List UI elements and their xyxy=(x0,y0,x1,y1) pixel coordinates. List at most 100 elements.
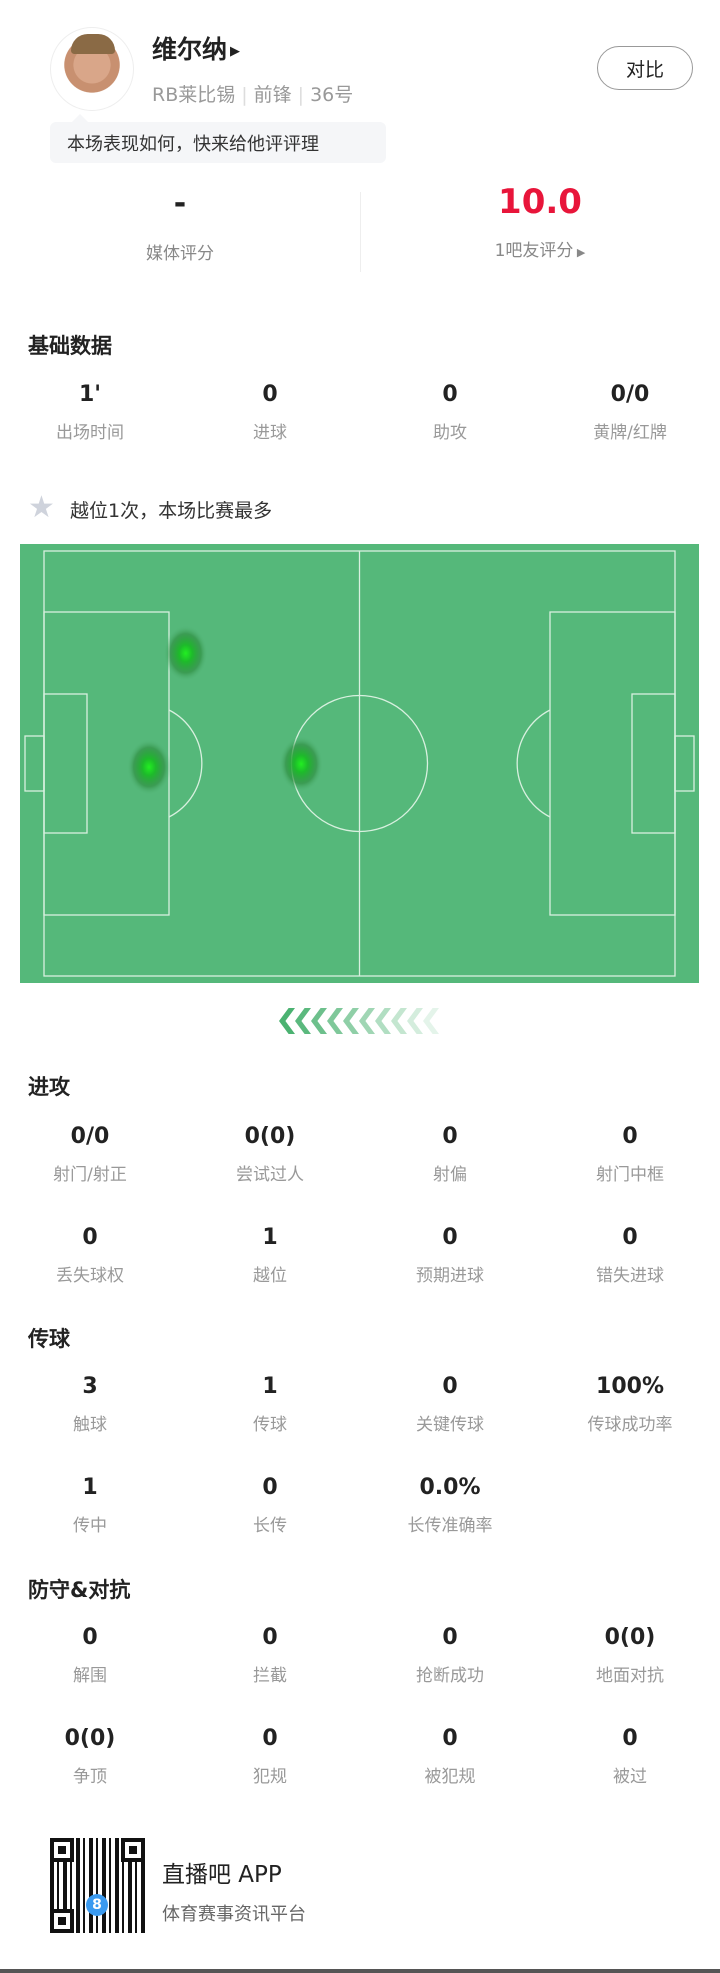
attack-stats: 0/0 射门/射正 0(0) 尝试过人 0 射偏 0 射门中框 0 丢失球权 1 越位 0 预期进球 0 错失… xyxy=(0,1124,720,1286)
scroll-indicator xyxy=(279,1008,439,1034)
compare-button[interactable]: 对比 xyxy=(597,46,693,90)
stat-item: 0(0) 地面对抗 xyxy=(540,1625,720,1686)
stat-value: 1' xyxy=(78,382,102,407)
stat-label: 传球成功率 xyxy=(587,1415,673,1435)
stat-item: 0 解围 xyxy=(0,1625,180,1686)
section-basic-title: 基础数据 xyxy=(28,334,112,358)
stat-item: 0(0) 争顶 xyxy=(0,1726,180,1787)
stat-label: 关键传球 xyxy=(416,1415,484,1435)
stat-value: 0 xyxy=(442,1726,458,1751)
chevron-left-icon xyxy=(327,1008,343,1034)
stat-item: 0 关键传球 xyxy=(360,1374,540,1435)
stat-item: 0.0% 长传准确率 xyxy=(360,1475,540,1536)
stat-item: 0 犯规 xyxy=(180,1726,360,1787)
stat-item: 0/0 射门/射正 xyxy=(0,1124,180,1185)
stat-label: 争顶 xyxy=(73,1767,107,1787)
stat-value: 0(0) xyxy=(64,1726,116,1751)
stat-label: 抢断成功 xyxy=(416,1666,484,1686)
stat-item: 1 越位 xyxy=(180,1225,360,1286)
stat-item: 0 射偏 xyxy=(360,1124,540,1185)
pitch-lines xyxy=(24,550,695,977)
chevron-left-icon xyxy=(343,1008,359,1034)
stat-item: 100% 传球成功率 xyxy=(540,1374,720,1435)
stat-value: 1 xyxy=(262,1225,278,1250)
qr-code[interactable]: 8 xyxy=(50,1838,145,1933)
rating-prompt[interactable]: 本场表现如何，快来给他评评理 xyxy=(50,114,386,163)
stat-label: 黄牌/红牌 xyxy=(593,423,667,443)
play-arrow-icon: ▶ xyxy=(573,246,586,259)
stat-value: 0 xyxy=(622,1225,638,1250)
stat-item: 0 抢断成功 xyxy=(360,1625,540,1686)
stat-value: 0 xyxy=(442,382,458,407)
stat-value: 0 xyxy=(622,1124,638,1149)
stat-item: 0 错失进球 xyxy=(540,1225,720,1286)
app-slogan: 体育赛事资讯平台 xyxy=(162,1904,306,1925)
stat-label: 出场时间 xyxy=(56,423,124,443)
stat-label: 越位 xyxy=(253,1266,287,1286)
stat-item: 0 射门中框 xyxy=(540,1124,720,1185)
stat-label: 错失进球 xyxy=(596,1266,664,1286)
stat-label: 地面对抗 xyxy=(596,1666,664,1686)
stat-value: 0 xyxy=(442,1625,458,1650)
stat-label: 尝试过人 xyxy=(236,1165,304,1185)
stat-label: 解围 xyxy=(73,1666,107,1686)
heat-point xyxy=(127,739,172,796)
chevron-left-icon xyxy=(359,1008,375,1034)
heat-point xyxy=(163,625,208,682)
chevron-left-icon xyxy=(375,1008,391,1034)
section-attack-title: 进攻 xyxy=(28,1075,70,1099)
stat-value: 0 xyxy=(442,1225,458,1250)
stat-value: 1 xyxy=(262,1374,278,1399)
section-defense-title: 防守&对抗 xyxy=(28,1578,131,1602)
stat-item: 3 触球 xyxy=(0,1374,180,1435)
chevron-left-icon xyxy=(311,1008,327,1034)
stat-value: 0 xyxy=(442,1374,458,1399)
stat-value: 3 xyxy=(82,1374,98,1399)
app-name: 直播吧 APP xyxy=(162,1862,282,1888)
stat-item: 0 预期进球 xyxy=(360,1225,540,1286)
stat-item: 1' 出场时间 xyxy=(0,382,180,443)
star-icon: ★ xyxy=(28,490,55,525)
stat-label: 进球 xyxy=(253,423,287,443)
stat-value: 0/0 xyxy=(610,382,650,407)
player-name[interactable]: 维尔纳 ▶ xyxy=(152,35,241,64)
stat-value: 0 xyxy=(262,382,278,407)
stat-value: 100% xyxy=(596,1374,664,1399)
stat-item: 0 被过 xyxy=(540,1726,720,1787)
stat-value: 0 xyxy=(622,1726,638,1751)
stat-value: 0 xyxy=(442,1124,458,1149)
stat-label: 被犯规 xyxy=(424,1767,476,1787)
stat-label: 丢失球权 xyxy=(56,1266,124,1286)
stat-item: 1 传中 xyxy=(0,1475,180,1536)
player-meta: RB莱比锡 | 前锋 | 36号 xyxy=(152,84,354,106)
chevron-left-icon xyxy=(279,1008,295,1034)
fan-rating[interactable]: 10.0 1吧友评分 ▶ xyxy=(494,182,586,261)
stat-value: 0 xyxy=(262,1625,278,1650)
divider xyxy=(360,192,361,272)
play-arrow-icon: ▶ xyxy=(230,43,241,59)
stat-item: 0 进球 xyxy=(180,382,360,443)
stat-item: 0 拦截 xyxy=(180,1625,360,1686)
stat-value: 0.0% xyxy=(419,1475,481,1500)
bottom-bar xyxy=(0,1969,720,1973)
stat-item: 0/0 黄牌/红牌 xyxy=(540,382,720,443)
stat-item: 0(0) 尝试过人 xyxy=(180,1124,360,1185)
stat-item: 0 被犯规 xyxy=(360,1726,540,1787)
stat-label: 射门/射正 xyxy=(53,1165,127,1185)
chevron-left-icon xyxy=(295,1008,311,1034)
stat-item: 0 助攻 xyxy=(360,382,540,443)
heat-point xyxy=(279,735,324,792)
stat-value: 0/0 xyxy=(70,1124,110,1149)
stat-label: 犯规 xyxy=(253,1767,287,1787)
stat-label: 射偏 xyxy=(433,1165,467,1185)
stat-label: 触球 xyxy=(73,1415,107,1435)
stat-value: 0 xyxy=(262,1475,278,1500)
stat-value: 0 xyxy=(262,1726,278,1751)
stat-label: 长传 xyxy=(253,1516,287,1536)
stat-label: 射门中框 xyxy=(596,1165,664,1185)
stat-value: 0(0) xyxy=(604,1625,656,1650)
section-passing-title: 传球 xyxy=(28,1327,70,1351)
defense-stats: 0 解围 0 拦截 0 抢断成功 0(0) 地面对抗 0(0) 争顶 0 犯规 0 被犯规 0 被过 xyxy=(0,1625,720,1787)
stat-value: 0 xyxy=(82,1225,98,1250)
player-avatar[interactable] xyxy=(50,27,134,111)
